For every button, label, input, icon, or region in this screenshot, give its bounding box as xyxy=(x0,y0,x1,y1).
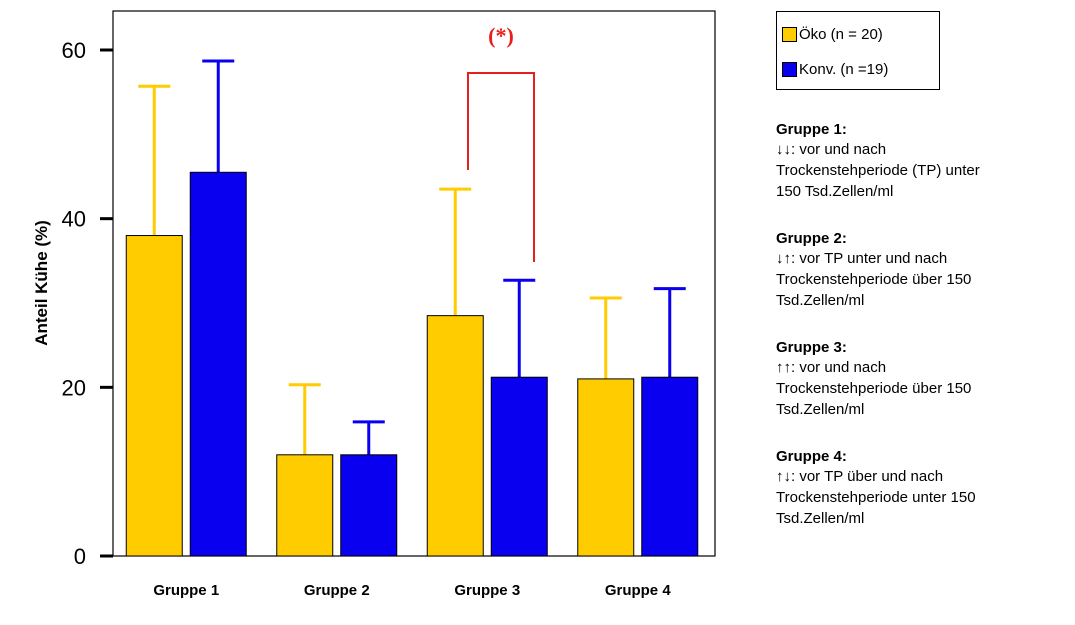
bar-oeko xyxy=(577,378,635,557)
significance-bracket xyxy=(467,72,535,262)
legend-label-oeko: Öko (n = 20) xyxy=(799,25,883,43)
bar-konv xyxy=(189,171,247,557)
note-gruppe-1: Gruppe 1: ↓↓: vor und nach Trockenstehpe… xyxy=(776,120,1075,202)
note-gruppe-2: Gruppe 2: ↓↑: vor TP unter und nach Troc… xyxy=(776,229,1075,311)
legend-item-konv: Konv. (n =19) xyxy=(782,60,888,78)
y-tick-label: 60 xyxy=(62,38,86,63)
group-notes: Gruppe 1: ↓↓: vor und nach Trockenstehpe… xyxy=(776,120,1075,556)
note-line: ↑↑: vor und nach xyxy=(776,359,887,376)
note-title: Gruppe 1: xyxy=(776,121,847,138)
note-line: Tsd.Zellen/ml xyxy=(776,292,865,309)
category-label: Gruppe 1 xyxy=(153,582,219,599)
note-gruppe-3: Gruppe 3: ↑↑: vor und nach Trockenstehpe… xyxy=(776,338,1075,420)
note-title: Gruppe 4: xyxy=(776,448,847,465)
legend-label-konv: Konv. (n =19) xyxy=(799,60,889,78)
note-line: 150 Tsd.Zellen/ml xyxy=(776,183,894,200)
category-label: Gruppe 3 xyxy=(454,582,520,599)
note-line: Trockenstehperiode (TP) unter xyxy=(776,162,980,179)
plot-frame xyxy=(112,10,716,557)
note-line: Tsd.Zellen/ml xyxy=(776,401,865,418)
legend-item-oeko: Öko (n = 20) xyxy=(782,25,883,43)
note-title: Gruppe 2: xyxy=(776,230,847,247)
bar-oeko xyxy=(426,315,484,557)
note-line: ↑↓: vor TP über und nach xyxy=(776,468,944,485)
legend-swatch-oeko xyxy=(782,26,797,42)
note-line: Trockenstehperiode über 150 xyxy=(776,271,972,288)
note-line: Trockenstehperiode über 150 xyxy=(776,380,972,397)
note-gruppe-4: Gruppe 4: ↑↓: vor TP über und nach Trock… xyxy=(776,447,1075,529)
legend-swatch-konv xyxy=(782,61,797,77)
note-line: ↓↓: vor und nach xyxy=(776,141,887,158)
y-axis-label: Anteil Kühe (%) xyxy=(32,220,51,346)
bar-oeko xyxy=(125,235,183,557)
note-line: ↓↑: vor TP unter und nach xyxy=(776,250,948,267)
y-tick-label: 20 xyxy=(62,375,86,400)
category-label: Gruppe 2 xyxy=(304,582,370,599)
note-line: Trockenstehperiode unter 150 xyxy=(776,489,976,506)
y-tick-label: 0 xyxy=(74,544,86,569)
category-label: Gruppe 4 xyxy=(605,582,672,599)
bar-konv xyxy=(641,376,699,557)
legend: Öko (n = 20) Konv. (n =19) xyxy=(776,11,940,90)
y-tick-label: 40 xyxy=(62,207,86,232)
bar-chart: Anteil Kühe (%) 0 20 40 60 (*) Gruppe 1 Grup… xyxy=(32,10,716,599)
note-line: Tsd.Zellen/ml xyxy=(776,510,865,527)
bar-konv xyxy=(490,376,548,557)
significance-label: (*) xyxy=(488,23,514,48)
note-title: Gruppe 3: xyxy=(776,339,847,356)
bar-konv xyxy=(340,454,398,557)
bar-oeko xyxy=(276,454,334,557)
